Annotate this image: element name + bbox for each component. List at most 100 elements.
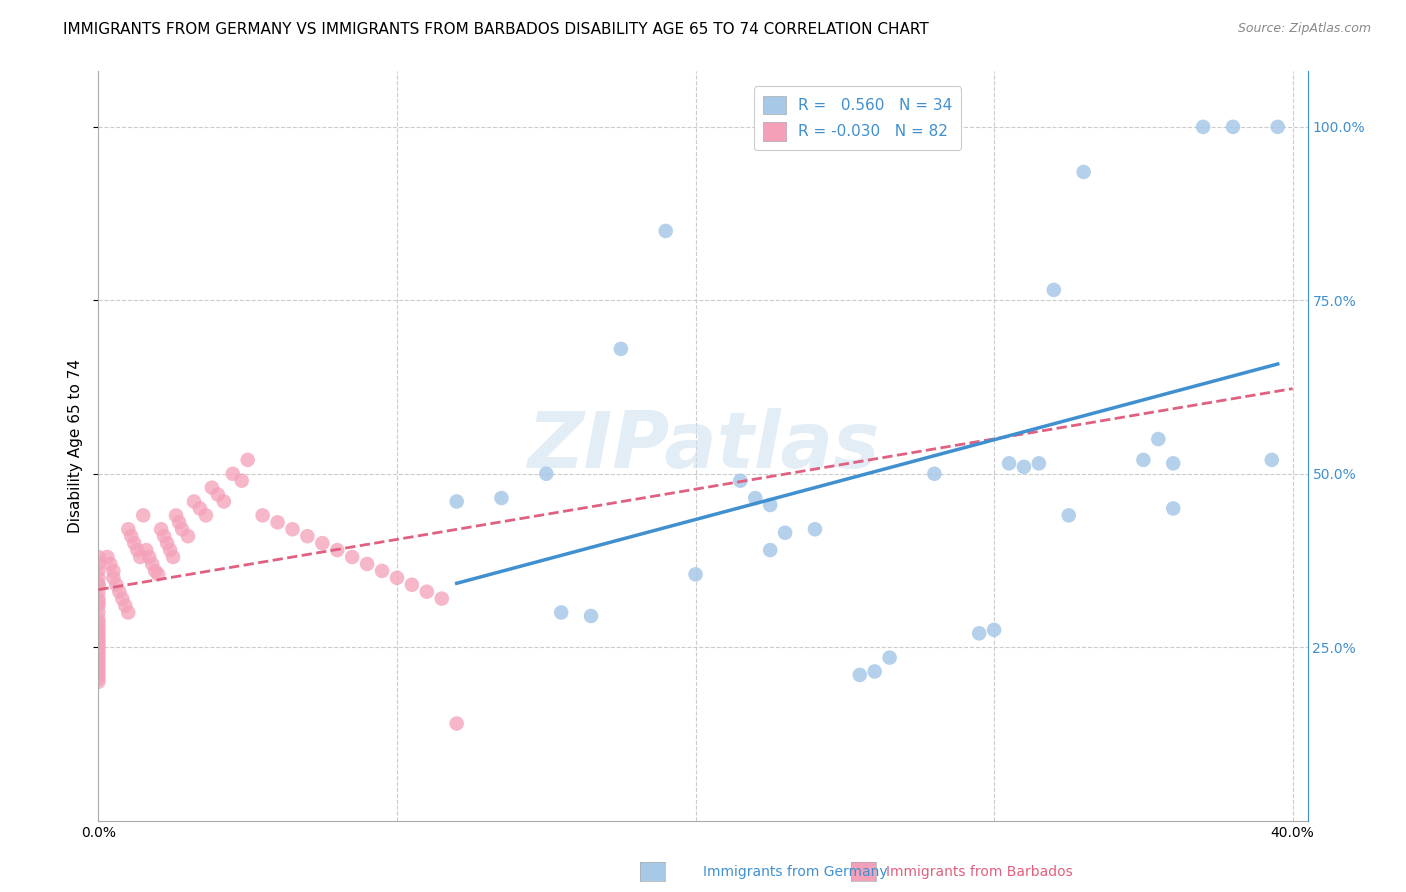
Point	[165, 508, 187, 523]
Point	[87, 571, 110, 585]
Point	[87, 619, 110, 633]
Point	[759, 543, 782, 558]
Point	[579, 609, 602, 624]
Point	[266, 516, 288, 530]
Point	[156, 536, 179, 550]
Point	[1267, 120, 1289, 134]
Point	[87, 612, 110, 626]
Point	[103, 564, 125, 578]
Point	[446, 716, 468, 731]
Point	[252, 508, 274, 523]
Point	[114, 599, 136, 613]
Point	[201, 481, 224, 495]
Point	[967, 626, 990, 640]
Point	[1132, 453, 1154, 467]
Point	[1192, 120, 1215, 134]
Point	[222, 467, 245, 481]
Point	[98, 557, 121, 571]
Text: Immigrants from Barbados: Immigrants from Barbados	[886, 865, 1073, 880]
Point	[1222, 120, 1244, 134]
Y-axis label: Disability Age 65 to 74: Disability Age 65 to 74	[67, 359, 83, 533]
Point	[87, 637, 110, 651]
Point	[87, 584, 110, 599]
Point	[127, 543, 149, 558]
Point	[87, 672, 110, 686]
Point	[446, 494, 468, 508]
Text: Immigrants from Germany: Immigrants from Germany	[703, 865, 887, 880]
Point	[212, 494, 235, 508]
Point	[117, 522, 139, 536]
Point	[87, 640, 110, 655]
Point	[685, 567, 707, 582]
Point	[129, 549, 152, 564]
Point	[132, 508, 155, 523]
Point	[998, 456, 1021, 470]
Point	[536, 467, 558, 481]
Point	[1161, 456, 1184, 470]
Point	[340, 549, 363, 564]
Point	[105, 578, 128, 592]
Point	[87, 674, 110, 689]
Point	[1012, 459, 1035, 474]
Point	[87, 630, 110, 644]
Point	[120, 529, 142, 543]
Point	[183, 494, 205, 508]
Point	[96, 549, 118, 564]
Point	[1161, 501, 1184, 516]
Point	[150, 522, 173, 536]
Point	[744, 491, 766, 505]
Point	[848, 668, 870, 682]
Point	[188, 501, 211, 516]
Point	[550, 606, 572, 620]
Point	[87, 654, 110, 668]
Point	[87, 549, 110, 564]
Point	[1073, 165, 1095, 179]
Legend: R =   0.560   N = 34, R = -0.030   N = 82: R = 0.560 N = 34, R = -0.030 N = 82	[754, 87, 962, 150]
Point	[207, 487, 229, 501]
Point	[356, 557, 378, 571]
Point	[87, 591, 110, 606]
Point	[108, 584, 131, 599]
Point	[1028, 456, 1050, 470]
Point	[122, 536, 145, 550]
Point	[103, 571, 125, 585]
Point	[141, 557, 163, 571]
Point	[87, 626, 110, 640]
Point	[1043, 283, 1066, 297]
Point	[87, 650, 110, 665]
Point	[138, 549, 160, 564]
Point	[87, 661, 110, 675]
Point	[759, 498, 782, 512]
Point	[430, 591, 453, 606]
Point	[654, 224, 676, 238]
Point	[401, 578, 423, 592]
Text: IMMIGRANTS FROM GERMANY VS IMMIGRANTS FROM BARBADOS DISABILITY AGE 65 TO 74 CORR: IMMIGRANTS FROM GERMANY VS IMMIGRANTS FR…	[63, 22, 929, 37]
Point	[87, 643, 110, 657]
Point	[371, 564, 394, 578]
Point	[1147, 432, 1170, 446]
Point	[87, 564, 110, 578]
Point	[87, 557, 110, 571]
Point	[194, 508, 217, 523]
Point	[87, 599, 110, 613]
Point	[297, 529, 319, 543]
Text: Source: ZipAtlas.com: Source: ZipAtlas.com	[1237, 22, 1371, 36]
Point	[87, 623, 110, 637]
Point	[87, 647, 110, 661]
Point	[773, 525, 796, 540]
Point	[879, 650, 901, 665]
Point	[87, 578, 110, 592]
Point	[87, 578, 110, 592]
Point	[146, 567, 169, 582]
Text: ZIPatlas: ZIPatlas	[527, 408, 879, 484]
Point	[159, 543, 181, 558]
Point	[87, 595, 110, 609]
Point	[491, 491, 513, 505]
Point	[87, 633, 110, 648]
Point	[281, 522, 304, 536]
Point	[231, 474, 253, 488]
Point	[326, 543, 349, 558]
Point	[135, 543, 157, 558]
Point	[111, 591, 134, 606]
Point	[236, 453, 259, 467]
